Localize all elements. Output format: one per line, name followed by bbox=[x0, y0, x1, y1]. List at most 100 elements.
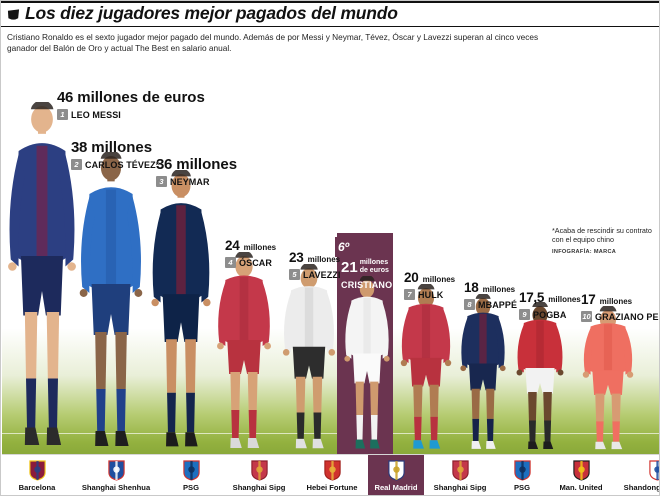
label-mbapp: 18 millones 8 MBAPPÉ bbox=[464, 279, 517, 310]
label-neymar: 36 millones 3 NEYMAR bbox=[156, 156, 237, 187]
player-name: MBAPPÉ bbox=[478, 299, 518, 310]
label-pogba: 17,5 millones 9 POGBA bbox=[519, 289, 581, 320]
player-figure-cristiano bbox=[341, 276, 393, 452]
player-figure-hulk bbox=[397, 284, 455, 452]
amount-value: 18 bbox=[464, 280, 479, 295]
player-name-cristiano: CRISTIANO bbox=[341, 280, 393, 290]
club-bar: Barcelona Shanghai Shenhua PSG Shanghai Sip… bbox=[2, 454, 660, 495]
club-name: PSG bbox=[513, 483, 531, 492]
rank-badge: 9 bbox=[519, 309, 530, 320]
amount-value: 24 bbox=[225, 238, 240, 253]
club-name: Barcelona bbox=[18, 483, 56, 492]
club-item-real-madrid[interactable]: Real Madrid bbox=[368, 455, 424, 495]
footnote-text: *Acaba de rescindir su contrato con el e… bbox=[552, 226, 652, 244]
club-item-psg[interactable]: PSG bbox=[496, 455, 548, 495]
subtitle: Cristiano Ronaldo es el sexto jugador me… bbox=[7, 32, 539, 53]
rank-badge: 5 bbox=[289, 269, 300, 280]
club-name: Man. United bbox=[559, 483, 603, 492]
page-title: Los diez jugadores mejor pagados del mun… bbox=[25, 3, 398, 23]
rank-badge: 8 bbox=[464, 299, 475, 310]
amount-value: 46 bbox=[57, 89, 74, 106]
amount-value: 17 bbox=[581, 292, 596, 307]
club-name: PSG bbox=[182, 483, 200, 492]
rank-badge: 3 bbox=[156, 176, 167, 187]
label-cristiano: 21 millones de euros CRISTIANO bbox=[341, 259, 393, 290]
shandong-luneng-crest bbox=[648, 460, 659, 481]
infographic-credit: INFOGRAFÍA: MARCA bbox=[552, 249, 617, 255]
label-hulk: 20 millones 7 HULK bbox=[404, 269, 455, 300]
rank-badge: 2 bbox=[71, 159, 82, 170]
amount-unit: millones bbox=[172, 156, 238, 173]
amount-unit: millones bbox=[420, 275, 456, 284]
amount-cristiano: 21 bbox=[341, 259, 358, 276]
barcelona-crest bbox=[28, 460, 47, 481]
club-item-shandong-luneng[interactable]: Shandong Luneng bbox=[614, 455, 660, 495]
amount-unit: millones bbox=[597, 297, 633, 306]
rank-badge: 1 bbox=[57, 109, 68, 120]
player-name: ÓSCAR bbox=[239, 257, 273, 268]
ball-icon bbox=[7, 9, 20, 20]
club-name: Shandong Luneng bbox=[623, 483, 660, 492]
player-figure-scar bbox=[213, 252, 275, 452]
header-top-rule bbox=[1, 1, 659, 3]
unit-cristiano: millones de euros bbox=[359, 259, 389, 274]
player-name: LAVEZZI bbox=[303, 269, 341, 280]
club-name: Shanghai Sipg bbox=[232, 483, 286, 492]
player-figure-graziano-pell bbox=[579, 306, 637, 452]
amount-unit: millones bbox=[87, 139, 153, 156]
label-leo-messi: 46 millones de euros 1 LEO MESSI bbox=[57, 89, 205, 120]
player-name: CARLOS TÉVEZ* bbox=[85, 159, 160, 170]
rank-badge: 10 bbox=[581, 311, 592, 322]
amount-unit: millones bbox=[241, 243, 277, 252]
amount-unit: millones bbox=[305, 255, 341, 264]
rank-badge: 7 bbox=[404, 289, 415, 300]
club-name: Shanghai Shenhua bbox=[81, 483, 151, 492]
psg-crest bbox=[513, 460, 532, 481]
amount-value: 17,5 bbox=[519, 290, 545, 305]
amount-unit: millones de euros bbox=[73, 89, 205, 106]
player-name: NEYMAR bbox=[170, 176, 210, 187]
player-figure-lavezzi bbox=[279, 264, 339, 452]
header: Los diez jugadores mejor pagados del mun… bbox=[1, 1, 659, 27]
club-name: Shanghai Sipg bbox=[433, 483, 487, 492]
amount-value: 20 bbox=[404, 270, 419, 285]
club-item-hebei-fortune[interactable]: Hebei Fortune bbox=[296, 455, 368, 495]
club-item-shanghai-sipg[interactable]: Shanghai Sipg bbox=[424, 455, 496, 495]
player-name: POGBA bbox=[533, 309, 567, 320]
rank-badge-cristiano: 6º bbox=[335, 237, 352, 257]
player-figure-pogba bbox=[513, 302, 567, 452]
player-figure-carlos-t-vez bbox=[75, 152, 147, 452]
header-underline bbox=[1, 26, 659, 27]
club-item-psg[interactable]: PSG bbox=[160, 455, 222, 495]
shanghai-shenhua-crest bbox=[107, 460, 126, 481]
real-madrid-crest bbox=[387, 460, 406, 481]
amount-value: 38 bbox=[71, 139, 88, 156]
label-scar: 24 millones 4 ÓSCAR bbox=[225, 237, 276, 268]
shanghai-sipg-crest bbox=[451, 460, 470, 481]
player-figure-neymar bbox=[147, 170, 215, 452]
amount-value: 36 bbox=[156, 156, 173, 173]
player-name: GRAZIANO PELLÈ bbox=[595, 311, 659, 322]
shanghai-sipg-crest bbox=[250, 460, 269, 481]
club-item-shanghai-shenhua[interactable]: Shanghai Shenhua bbox=[72, 455, 160, 495]
hebei-fortune-crest bbox=[323, 460, 342, 481]
man-united-crest bbox=[572, 460, 591, 481]
club-name: Hebei Fortune bbox=[306, 483, 358, 492]
pitch-line bbox=[2, 433, 659, 434]
club-name: Real Madrid bbox=[374, 483, 418, 492]
amount-unit: millones bbox=[480, 285, 516, 294]
player-figure-leo-messi bbox=[3, 102, 81, 452]
amount-unit: millones bbox=[546, 295, 581, 304]
player-name: HULK bbox=[418, 289, 444, 300]
rank-badge: 4 bbox=[225, 257, 236, 268]
club-item-man-united[interactable]: Man. United bbox=[548, 455, 614, 495]
psg-crest bbox=[182, 460, 201, 481]
club-item-shanghai-sipg[interactable]: Shanghai Sipg bbox=[222, 455, 296, 495]
player-name: LEO MESSI bbox=[71, 109, 121, 120]
club-item-barcelona[interactable]: Barcelona bbox=[2, 455, 72, 495]
label-carlos-t-vez: 38 millones 2 CARLOS TÉVEZ* bbox=[71, 139, 159, 170]
player-figure-mbapp bbox=[457, 294, 509, 452]
amount-value: 23 bbox=[289, 250, 304, 265]
